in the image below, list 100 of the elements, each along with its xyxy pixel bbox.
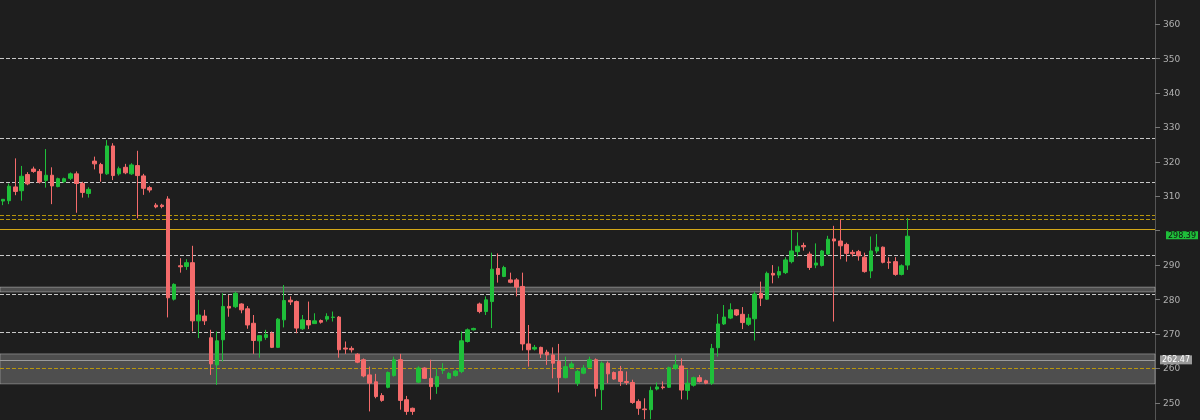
candlestick	[801, 242, 806, 252]
candlestick	[196, 299, 201, 339]
candlestick	[300, 314, 305, 331]
candlestick	[380, 392, 384, 403]
candlestick	[673, 354, 678, 371]
candlestick	[215, 331, 219, 386]
candlestick	[202, 309, 207, 326]
candlestick	[233, 291, 238, 309]
y-tick-label: 310	[1163, 191, 1181, 202]
candlestick	[270, 331, 274, 349]
candlestick	[374, 373, 378, 399]
candlestick	[257, 334, 262, 359]
candlestick	[606, 360, 610, 384]
candlestick	[716, 313, 720, 358]
candlestick	[869, 236, 873, 279]
candlestick	[178, 257, 183, 274]
candlestick	[814, 242, 818, 269]
candlestick	[62, 177, 66, 184]
candlestick	[68, 171, 73, 181]
candlestick	[117, 166, 121, 177]
candlestick	[551, 346, 555, 379]
candlestick	[881, 245, 885, 264]
candlestick	[539, 346, 543, 359]
text: 298.39	[1168, 230, 1197, 240]
candlestick	[484, 295, 488, 316]
candlestick	[282, 284, 286, 328]
candlestick	[105, 139, 109, 176]
candlestick	[661, 380, 665, 390]
candlestick	[319, 318, 323, 325]
candlestick	[777, 265, 781, 279]
candlestick	[447, 371, 451, 380]
candlestick	[337, 315, 341, 359]
candlestick	[166, 195, 170, 318]
y-tick-label: 260	[1163, 363, 1181, 374]
candlestick	[422, 366, 427, 380]
candlestick	[477, 302, 482, 314]
candlestick	[441, 362, 445, 375]
candlestick	[887, 256, 891, 270]
candlestick	[227, 294, 231, 318]
ref-line-label: 262.47	[1162, 355, 1190, 365]
y-tick-label: 360	[1163, 19, 1181, 30]
candlestick	[86, 186, 91, 199]
candlestick	[19, 165, 24, 202]
candlestick	[172, 282, 176, 302]
candlestick	[545, 349, 549, 366]
candlestick	[807, 251, 812, 271]
candlestick	[557, 343, 561, 393]
candlestick	[276, 317, 280, 349]
candlestick	[209, 329, 213, 376]
candlestick	[820, 249, 824, 267]
candlestick	[759, 281, 763, 307]
candlestick	[893, 256, 898, 277]
candlestick	[50, 166, 54, 205]
candlestick	[123, 163, 128, 175]
y-tick-label: 320	[1163, 156, 1181, 167]
candlestick	[532, 344, 537, 351]
candlestick	[771, 264, 775, 284]
candlestick	[386, 370, 390, 389]
candlestick	[190, 245, 195, 333]
candlestick	[875, 233, 879, 254]
candlestick	[111, 142, 115, 181]
candlestick	[92, 156, 97, 170]
candlestick	[429, 359, 433, 401]
candlestick	[667, 366, 671, 389]
candlestick	[392, 356, 396, 378]
candlestick	[728, 302, 733, 320]
candlestick	[129, 162, 134, 176]
candlestick	[435, 367, 439, 395]
y-tick-label: 270	[1163, 328, 1181, 339]
candlestick	[416, 365, 421, 384]
y-tick-label: 350	[1163, 53, 1181, 64]
candlestick	[594, 357, 598, 398]
candlestick	[264, 329, 268, 341]
candlestick	[710, 343, 714, 386]
candlestick	[154, 202, 158, 209]
candlestick	[826, 235, 830, 256]
candlestick	[862, 252, 867, 274]
candlestick	[832, 225, 836, 323]
candlestick	[7, 182, 11, 205]
candlestick	[160, 203, 164, 209]
y-tick-label: 250	[1163, 397, 1181, 408]
candlestick	[765, 271, 769, 301]
y-tick-label: 280	[1163, 294, 1181, 305]
candlestick	[490, 252, 494, 329]
candlestick	[331, 311, 335, 323]
candlestick	[13, 157, 18, 196]
candlestick	[44, 148, 48, 189]
candlestick	[496, 252, 500, 284]
candlestick	[612, 370, 616, 381]
candlestick	[697, 374, 702, 383]
candlestick	[312, 312, 317, 325]
y-tick-label: 330	[1163, 122, 1181, 133]
candlestick	[221, 292, 225, 362]
candlestick	[722, 304, 726, 326]
candlestick	[600, 360, 604, 411]
candlestick	[99, 162, 103, 183]
candlestick	[25, 171, 30, 186]
y-tick-label: 290	[1163, 260, 1181, 271]
candlestick	[655, 381, 659, 391]
candlestick	[306, 301, 311, 330]
